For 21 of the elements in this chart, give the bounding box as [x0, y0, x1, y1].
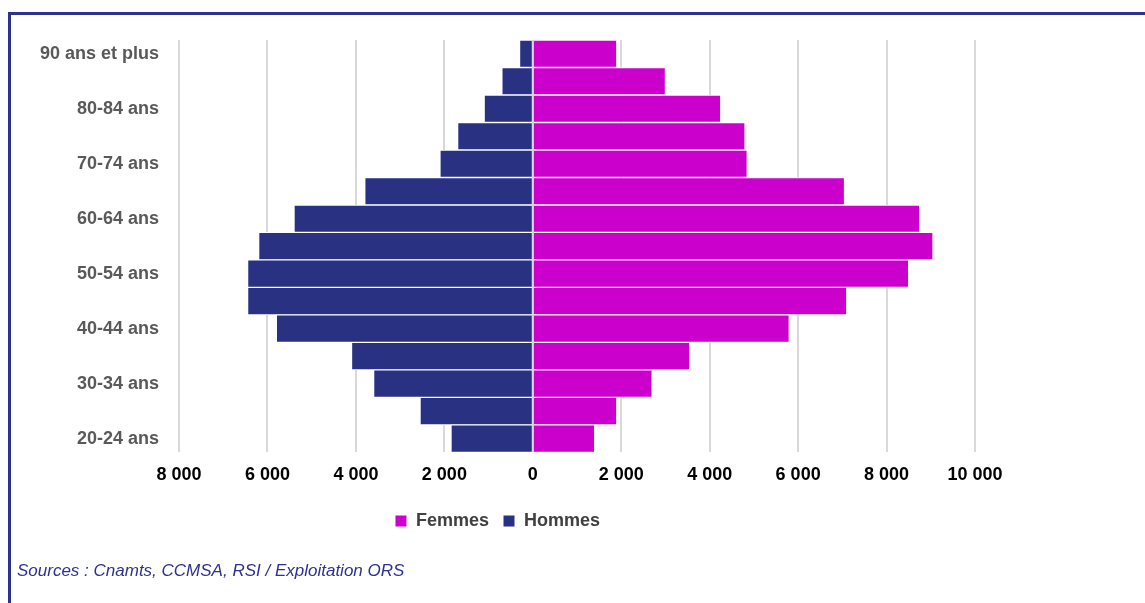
- x-tick-label: 2 000: [598, 464, 644, 485]
- x-tick-label: 8 000: [864, 464, 910, 485]
- x-tick-label: 6 000: [775, 464, 821, 485]
- x-tick-label: 8 000: [156, 464, 202, 485]
- y-tick-label: 30-34 ans: [76, 372, 160, 393]
- x-tick-label: 4 000: [687, 464, 733, 485]
- legend-label: Femmes: [415, 509, 490, 530]
- x-tick-label: 0: [527, 464, 538, 485]
- source-note: Sources : Cnamts, CCMSA, RSI / Exploitation ORS: [17, 561, 405, 581]
- y-tick-label: 20-24 ans: [76, 427, 160, 448]
- y-tick-label: 70-74 ans: [76, 152, 160, 173]
- y-tick-label: 50-54 ans: [76, 262, 160, 283]
- x-tick-label: 6 000: [244, 464, 291, 485]
- y-tick-label: 90 ans et plus: [39, 42, 160, 63]
- y-tick-label: 60-64 ans: [76, 207, 160, 228]
- y-tick-label: 80-84 ans: [76, 97, 160, 118]
- legend-label: Hommes: [524, 509, 601, 530]
- y-tick-label: 40-44 ans: [76, 317, 160, 338]
- x-tick-label: 4 000: [333, 464, 379, 485]
- x-tick-label: 2 000: [421, 464, 467, 485]
- x-tick-label: 10 000: [947, 464, 1003, 485]
